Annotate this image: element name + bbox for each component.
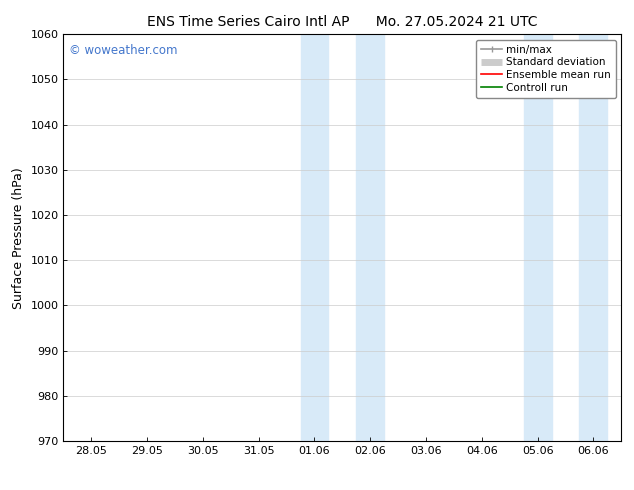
Y-axis label: Surface Pressure (hPa): Surface Pressure (hPa) xyxy=(12,167,25,309)
Bar xyxy=(579,34,607,441)
Bar xyxy=(524,34,552,441)
Bar xyxy=(301,34,328,441)
Legend: min/max, Standard deviation, Ensemble mean run, Controll run: min/max, Standard deviation, Ensemble me… xyxy=(476,40,616,98)
Bar xyxy=(356,34,384,441)
Text: © woweather.com: © woweather.com xyxy=(69,45,178,57)
Title: ENS Time Series Cairo Intl AP      Mo. 27.05.2024 21 UTC: ENS Time Series Cairo Intl AP Mo. 27.05.… xyxy=(147,15,538,29)
